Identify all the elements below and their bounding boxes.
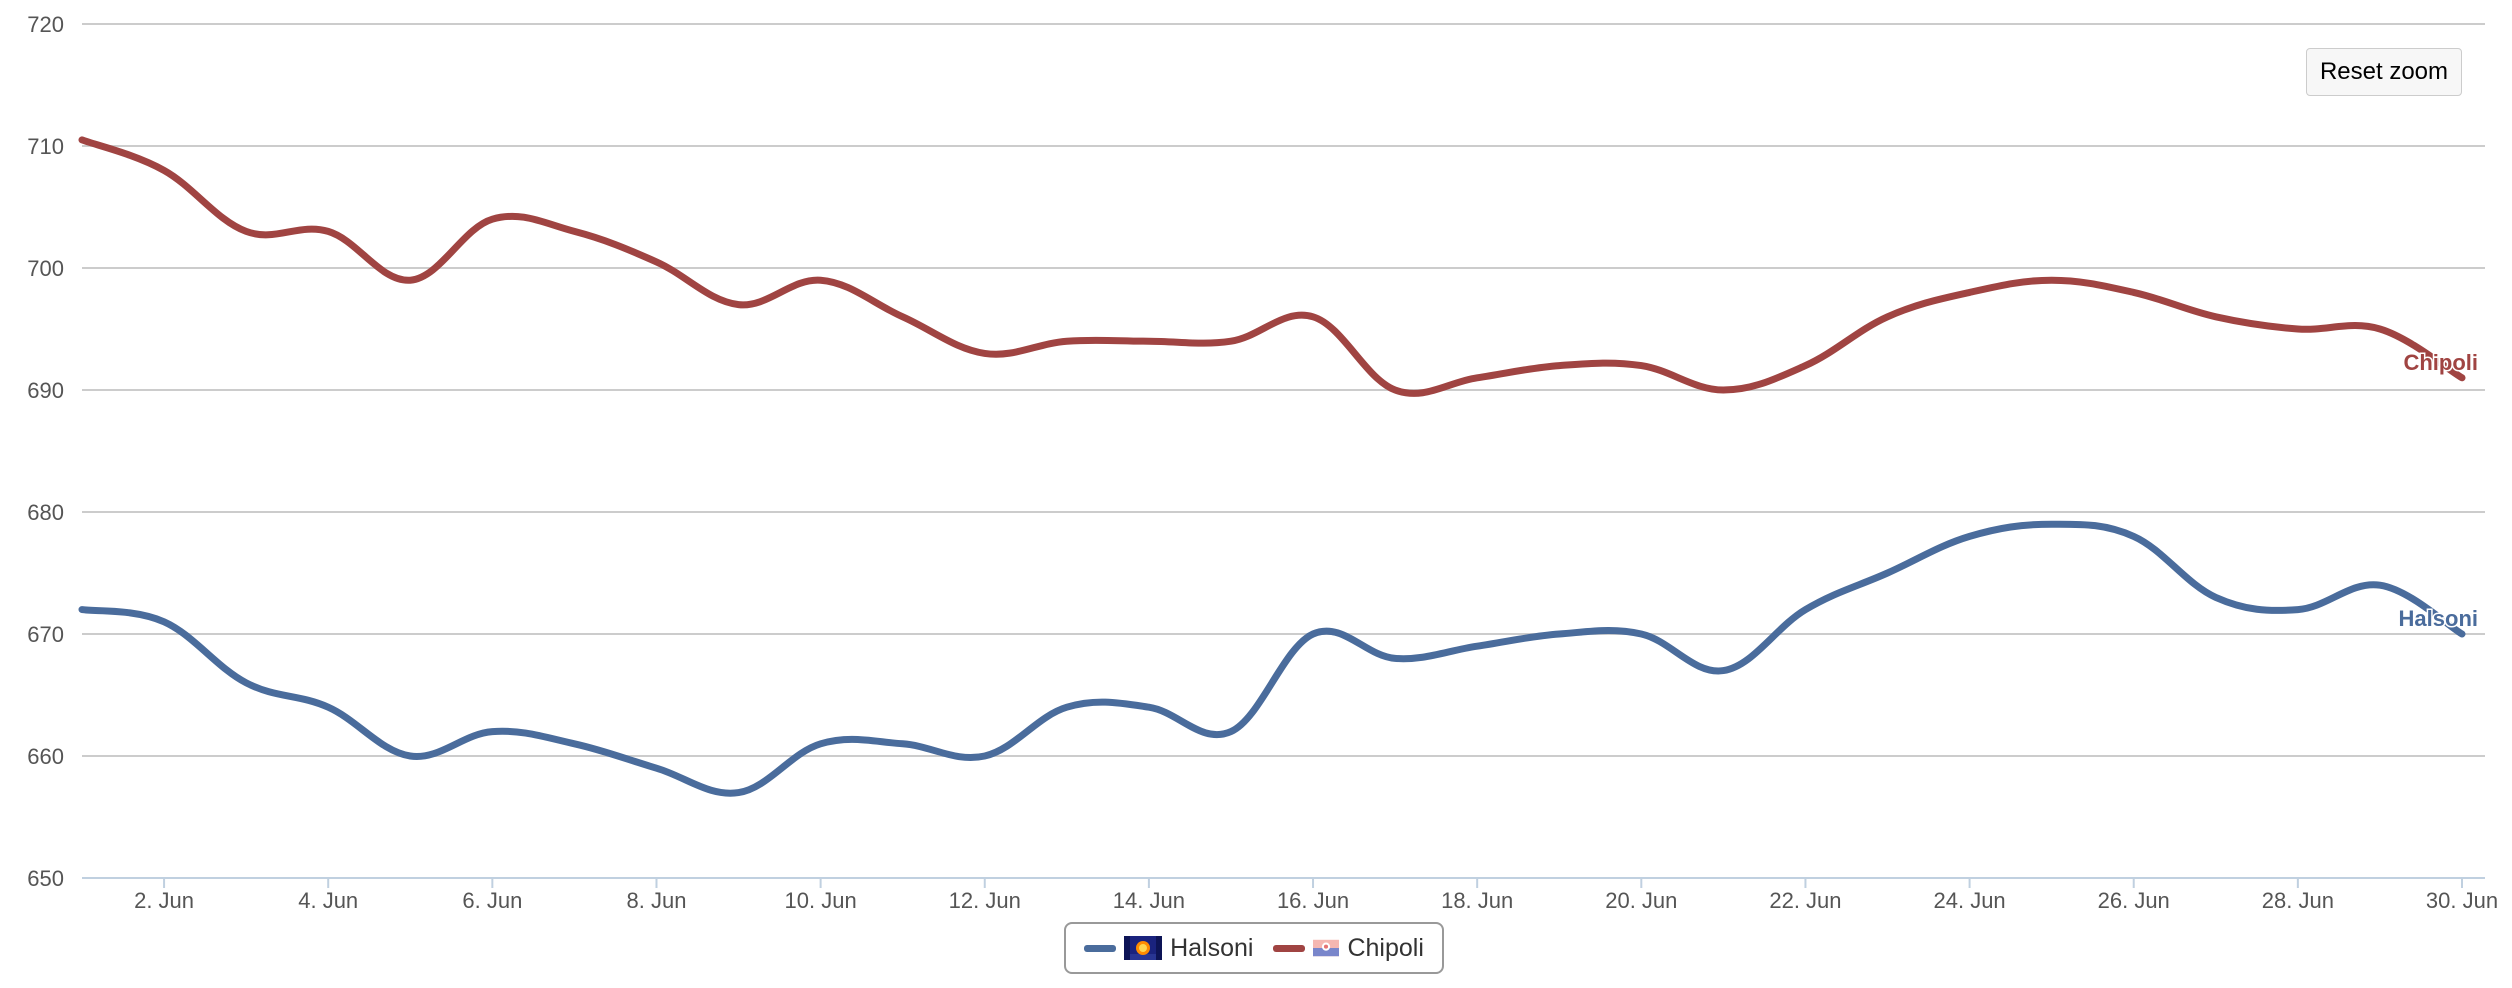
x-tick-label: 14. Jun bbox=[1113, 888, 1185, 913]
series-lines bbox=[78, 136, 2466, 797]
x-tick-label: 24. Jun bbox=[1934, 888, 2006, 913]
series-line-chipoli[interactable] bbox=[78, 136, 2466, 397]
legend-label-halsoni: Halsoni bbox=[1170, 933, 1254, 962]
y-tick-label: 680 bbox=[27, 500, 64, 525]
legend-label-chipoli: Chipoli bbox=[1347, 933, 1424, 962]
x-tick-label: 12. Jun bbox=[949, 888, 1021, 913]
x-tick-label: 30. Jun bbox=[2426, 888, 2498, 913]
x-tick-label: 22. Jun bbox=[1769, 888, 1841, 913]
series-end-labels: Halsoni Chipoli bbox=[2397, 348, 2479, 632]
series-end-label-chipoli: Chipoli bbox=[2403, 350, 2478, 375]
x-tick-label: 10. Jun bbox=[785, 888, 857, 913]
legend-item-halsoni[interactable]: Halsoni bbox=[1084, 934, 1253, 963]
y-tick-label: 710 bbox=[27, 134, 64, 159]
x-tick-label: 16. Jun bbox=[1277, 888, 1349, 913]
grid-lines bbox=[82, 23, 2485, 879]
legend-swatch-chipoli bbox=[1273, 944, 1306, 952]
x-axis-tick-labels: 2. Jun 4. Jun 6. Jun 8. Jun 10. Jun 12. Jun 14… bbox=[134, 878, 2498, 913]
x-tick-label: 18. Jun bbox=[1441, 888, 1513, 913]
series-line-halsoni[interactable] bbox=[78, 520, 2466, 797]
x-tick-label: 8. Jun bbox=[627, 888, 687, 913]
y-tick-label: 660 bbox=[27, 744, 64, 769]
legend-swatch-halsoni bbox=[1084, 944, 1117, 952]
x-tick-label: 26. Jun bbox=[2098, 888, 2170, 913]
y-tick-label: 670 bbox=[27, 622, 64, 647]
legend: Halsoni Chipoli bbox=[1064, 922, 1444, 974]
y-tick-label: 720 bbox=[27, 12, 64, 37]
legend-item-chipoli[interactable]: Chipoli bbox=[1273, 933, 1424, 963]
x-tick-label: 28. Jun bbox=[2262, 888, 2334, 913]
y-tick-label: 700 bbox=[27, 256, 64, 281]
reset-zoom-button[interactable]: Reset zoom bbox=[2306, 48, 2462, 96]
x-tick-label: 20. Jun bbox=[1605, 888, 1677, 913]
x-tick-label: 2. Jun bbox=[134, 888, 194, 913]
x-tick-label: 4. Jun bbox=[298, 888, 358, 913]
y-tick-label: 650 bbox=[27, 866, 64, 891]
flag-icon bbox=[1124, 936, 1163, 960]
y-tick-label: 690 bbox=[27, 378, 64, 403]
x-tick-label: 6. Jun bbox=[462, 888, 522, 913]
y-axis-tick-labels: 650 660 670 680 690 700 710 720 bbox=[27, 12, 64, 891]
flag-icon bbox=[1313, 939, 1340, 957]
series-end-label-halsoni: Halsoni bbox=[2399, 606, 2478, 631]
